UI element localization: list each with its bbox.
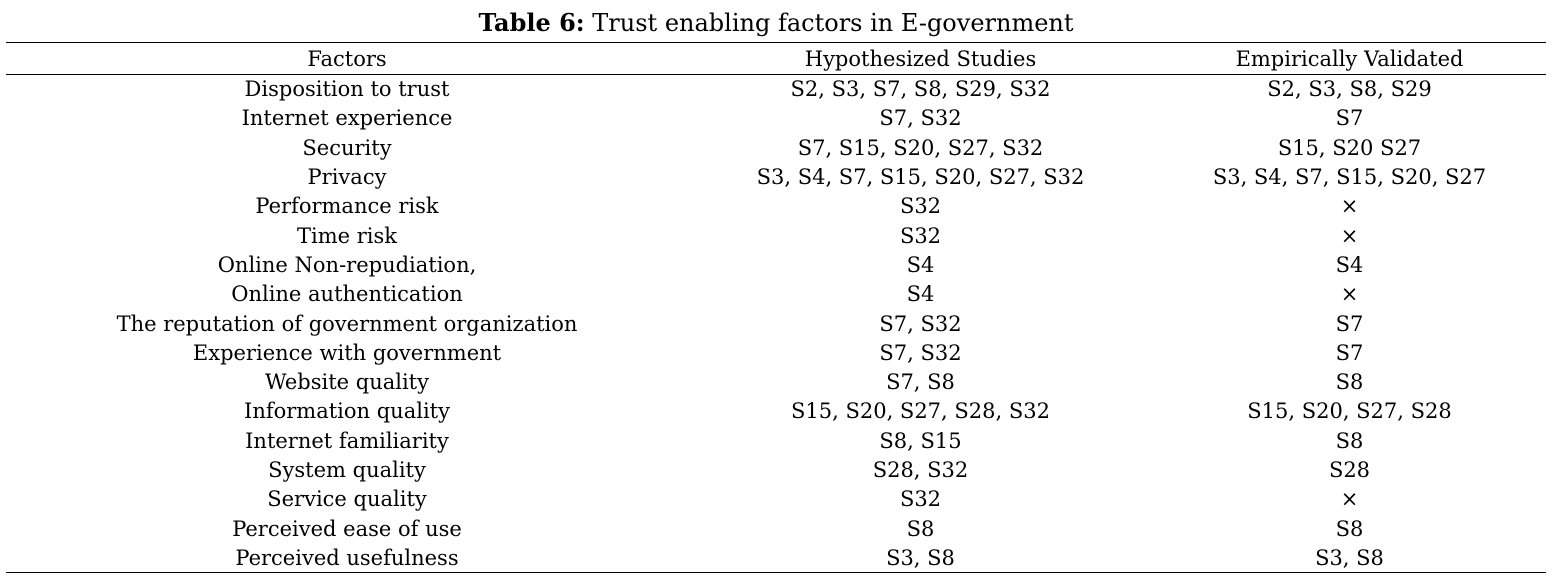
table-row: Performance risk S32 ×: [6, 192, 1546, 221]
validated-cell: S7: [1335, 340, 1364, 365]
header-hypothesized-studies: Hypothesized Studies: [688, 42, 1153, 75]
factor-cell: Perceived ease of use: [232, 516, 462, 541]
hypothesized-cell: S7, S32: [879, 311, 962, 336]
hypothesized-cell: S15, S20, S27, S28, S32: [791, 399, 1050, 424]
table-row: Information quality S15, S20, S27, S28, S…: [6, 397, 1546, 426]
hypothesized-cell: S32: [899, 194, 942, 219]
factor-cell: Privacy: [307, 165, 387, 190]
table-row: Website quality S7, S8 S8: [6, 367, 1546, 396]
validated-cell: ×: [1340, 282, 1359, 307]
trust-factors-table: Factors Hypothesized Studies Empirically…: [6, 42, 1546, 574]
table-row: Disposition to trust S2, S3, S7, S8, S29,…: [6, 75, 1546, 104]
hypothesized-cell: S8: [906, 516, 935, 541]
table-row: Service quality S32 ×: [6, 485, 1546, 514]
header-row: Factors Hypothesized Studies Empirically…: [6, 42, 1546, 75]
factor-cell: Perceived usefulness: [6, 543, 688, 574]
hypothesized-cell: S2, S3, S7, S8, S29, S32: [790, 77, 1051, 102]
table-row: Internet experience S7, S32 S7: [6, 104, 1546, 133]
table-row: Privacy S3, S4, S7, S15, S20, S27, S32 S3,…: [6, 162, 1546, 191]
validated-cell: S8: [1335, 370, 1364, 395]
table-row: Online Non-repudiation, S4 S4: [6, 250, 1546, 279]
table-row: Internet familiarity S8, S15 S8: [6, 426, 1546, 455]
hypothesized-cell: S3, S4, S7, S15, S20, S27, S32: [756, 165, 1085, 190]
validated-cell: ×: [1340, 223, 1359, 248]
factor-cell: Disposition to trust: [244, 77, 450, 102]
hypothesized-cell: S4: [906, 252, 935, 277]
factor-cell: Time risk: [297, 223, 397, 248]
validated-cell: S3, S4, S7, S15, S20, S27: [1212, 165, 1487, 190]
table-row: Time risk S32 ×: [6, 221, 1546, 250]
factor-cell: Performance risk: [255, 194, 439, 219]
table-row: Experience with government S7, S32 S7: [6, 338, 1546, 367]
header-factors: Factors: [6, 42, 688, 75]
table-row: Security S7, S15, S20, S27, S32 S15, S20 S…: [6, 133, 1546, 162]
validated-cell: S8: [1335, 428, 1364, 453]
table-row: System quality S28, S32 S28: [6, 455, 1546, 484]
factor-cell: System quality: [268, 458, 426, 482]
validated-cell: S15, S20, S27, S28: [1247, 399, 1452, 424]
table-row: Perceived ease of use S8 S8: [6, 514, 1546, 543]
hypothesized-cell: S32: [899, 223, 942, 248]
validated-cell: S28: [1328, 458, 1371, 482]
hypothesized-cell: S32: [899, 487, 942, 512]
factor-cell: Information quality: [244, 399, 450, 424]
validated-cell: S15, S20 S27: [1277, 135, 1422, 160]
validated-cell: S4: [1335, 252, 1364, 277]
factor-cell: Service quality: [267, 487, 427, 512]
validated-cell: S3, S8: [1153, 543, 1546, 574]
table-caption: Table 6: Trust enabling factors in E-gov…: [0, 8, 1552, 38]
factor-cell: Online authentication: [231, 282, 463, 307]
caption-label: Table 6:: [478, 8, 585, 37]
validated-cell: S7: [1335, 106, 1364, 131]
table-row: Online authentication S4 ×: [6, 280, 1546, 309]
factor-cell: Internet familiarity: [245, 428, 449, 453]
factor-cell: Internet experience: [241, 106, 453, 131]
table-row: Perceived usefulness S3, S8 S3, S8: [6, 543, 1546, 574]
hypothesized-cell: S4: [906, 282, 935, 307]
factor-cell: Experience with government: [192, 340, 502, 365]
factor-cell: The reputation of government organizatio…: [116, 311, 578, 336]
validated-cell: ×: [1340, 487, 1359, 512]
hypothesized-cell: S7, S32: [879, 340, 962, 365]
hypothesized-cell: S7, S32: [879, 106, 962, 131]
header-empirically-validated: Empirically Validated: [1153, 42, 1546, 75]
hypothesized-cell: S3, S8: [688, 543, 1153, 574]
table-body: Disposition to trust S2, S3, S7, S8, S29,…: [6, 75, 1546, 574]
hypothesized-cell: S7, S15, S20, S27, S32: [797, 135, 1044, 160]
hypothesized-cell: S8, S15: [879, 428, 962, 453]
table-row: The reputation of government organizatio…: [6, 309, 1546, 338]
factor-cell: Website quality: [264, 370, 429, 395]
validated-cell: S8: [1335, 516, 1364, 541]
caption-text: Trust enabling factors in E-government: [584, 9, 1074, 37]
factor-cell: Online Non-repudiation,: [217, 252, 477, 277]
validated-cell: ×: [1340, 194, 1359, 219]
validated-cell: S2, S3, S8, S29: [1267, 77, 1432, 102]
hypothesized-cell: S7, S8: [886, 370, 955, 395]
factor-cell: Security: [302, 135, 392, 160]
validated-cell: S7: [1335, 311, 1364, 336]
hypothesized-cell: S28, S32: [872, 458, 969, 482]
